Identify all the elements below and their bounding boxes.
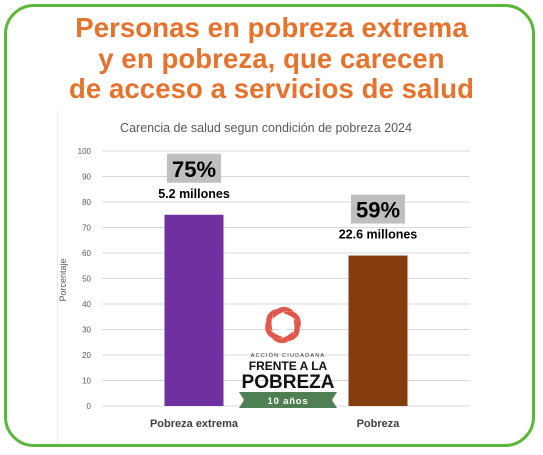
data-label-percent: 59% bbox=[356, 198, 400, 223]
logo-ribbon-text: 10 años bbox=[268, 396, 309, 407]
headline-line-3: de acceso a servicios de salud bbox=[68, 73, 475, 104]
headline: Personas en pobreza extrema y en pobreza… bbox=[20, 12, 523, 105]
y-tick-label: 0 bbox=[87, 402, 92, 411]
bar bbox=[164, 214, 224, 406]
bars bbox=[164, 214, 408, 406]
y-tick-label: 50 bbox=[82, 275, 91, 284]
gridlines bbox=[102, 150, 470, 407]
data-label-box bbox=[167, 153, 221, 183]
y-tick-label: 30 bbox=[82, 326, 91, 335]
logo-ribbon bbox=[239, 392, 337, 408]
chart-title: Carencia de salud segun condición de pob… bbox=[120, 121, 412, 135]
y-tick-labels: 0 10 20 30 40 50 60 70 80 90 100 bbox=[78, 147, 92, 411]
data-label-percent: 75% bbox=[172, 157, 216, 182]
data-label-count: 5.2 millones bbox=[158, 187, 230, 201]
x-tick-label: Pobreza bbox=[357, 418, 401, 430]
y-tick-label: 100 bbox=[78, 147, 92, 156]
headline-line-1: Personas en pobreza extrema bbox=[75, 12, 468, 43]
y-tick-label: 80 bbox=[82, 198, 91, 207]
pinwheel-icon bbox=[265, 306, 301, 344]
headline-line-2: y en pobreza, que carecen bbox=[98, 42, 445, 74]
bar bbox=[348, 255, 408, 406]
y-axis-label: Porcentaje bbox=[58, 258, 68, 301]
logo-tagline: ACCIÓN CIUDADANA bbox=[251, 352, 326, 359]
logo-line-1: FRENTE A LA bbox=[249, 359, 328, 373]
y-tick-label: 20 bbox=[82, 351, 91, 360]
chart-panel bbox=[57, 110, 504, 444]
y-tick-label: 70 bbox=[82, 224, 91, 233]
x-tick-label: Pobreza extrema bbox=[150, 418, 239, 430]
y-tick-label: 90 bbox=[82, 173, 91, 182]
x-tick-labels: Pobreza extrema Pobreza bbox=[150, 418, 400, 430]
frente-pobreza-logo: ACCIÓN CIUDADANA FRENTE A LA POBREZA 10 … bbox=[239, 306, 337, 408]
data-labels: 75% 5.2 millones 59% 22.6 millones bbox=[158, 153, 418, 242]
y-tick-label: 10 bbox=[82, 377, 91, 386]
y-tick-label: 60 bbox=[82, 249, 91, 258]
data-label-box bbox=[351, 194, 405, 224]
data-label-count: 22.6 millones bbox=[339, 228, 418, 242]
logo-line-2: POBREZA bbox=[242, 372, 335, 393]
rounded-frame bbox=[4, 4, 535, 447]
y-tick-label: 40 bbox=[82, 300, 91, 309]
